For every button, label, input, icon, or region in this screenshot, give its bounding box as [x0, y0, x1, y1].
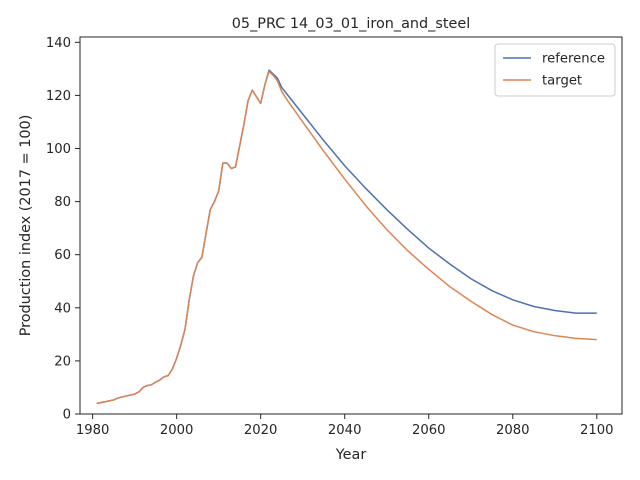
x-tick-label: 2020 — [244, 423, 278, 438]
y-tick-label: 140 — [46, 36, 71, 51]
y-tick-label: 20 — [54, 354, 71, 369]
x-tick-label: 2040 — [328, 423, 362, 438]
series-line-reference — [96, 69, 597, 405]
y-tick-label: 60 — [54, 248, 71, 263]
x-axis: 1980 2000 2020 2040 2060 2080 2100 — [76, 414, 614, 438]
y-tick-label: 80 — [54, 195, 71, 210]
y-tick-label: 120 — [46, 89, 71, 104]
plot-area — [96, 69, 597, 405]
legend-box — [494, 43, 616, 97]
y-tick-label: 0 — [63, 408, 71, 423]
x-tick-label: 1980 — [76, 423, 110, 438]
x-axis-label: Year — [335, 447, 367, 463]
legend: reference target — [494, 43, 616, 97]
x-tick-label: 2080 — [496, 423, 530, 438]
chart-title: 05_PRC 14_03_01_iron_and_steel — [232, 16, 470, 32]
x-tick-label: 2000 — [160, 423, 194, 438]
y-axis: 0 20 40 60 80 100 120 140 — [46, 36, 80, 423]
plot-frame — [79, 36, 623, 415]
series-line-target — [96, 70, 597, 405]
y-tick-label: 40 — [54, 301, 71, 316]
x-tick-label: 2060 — [412, 423, 446, 438]
y-axis-label: Production index (2017 = 100) — [18, 115, 34, 337]
y-tick-label: 100 — [46, 142, 71, 157]
x-tick-label: 2100 — [580, 423, 614, 438]
legend-label-reference: reference — [542, 52, 605, 67]
legend-label-target: target — [542, 74, 582, 89]
